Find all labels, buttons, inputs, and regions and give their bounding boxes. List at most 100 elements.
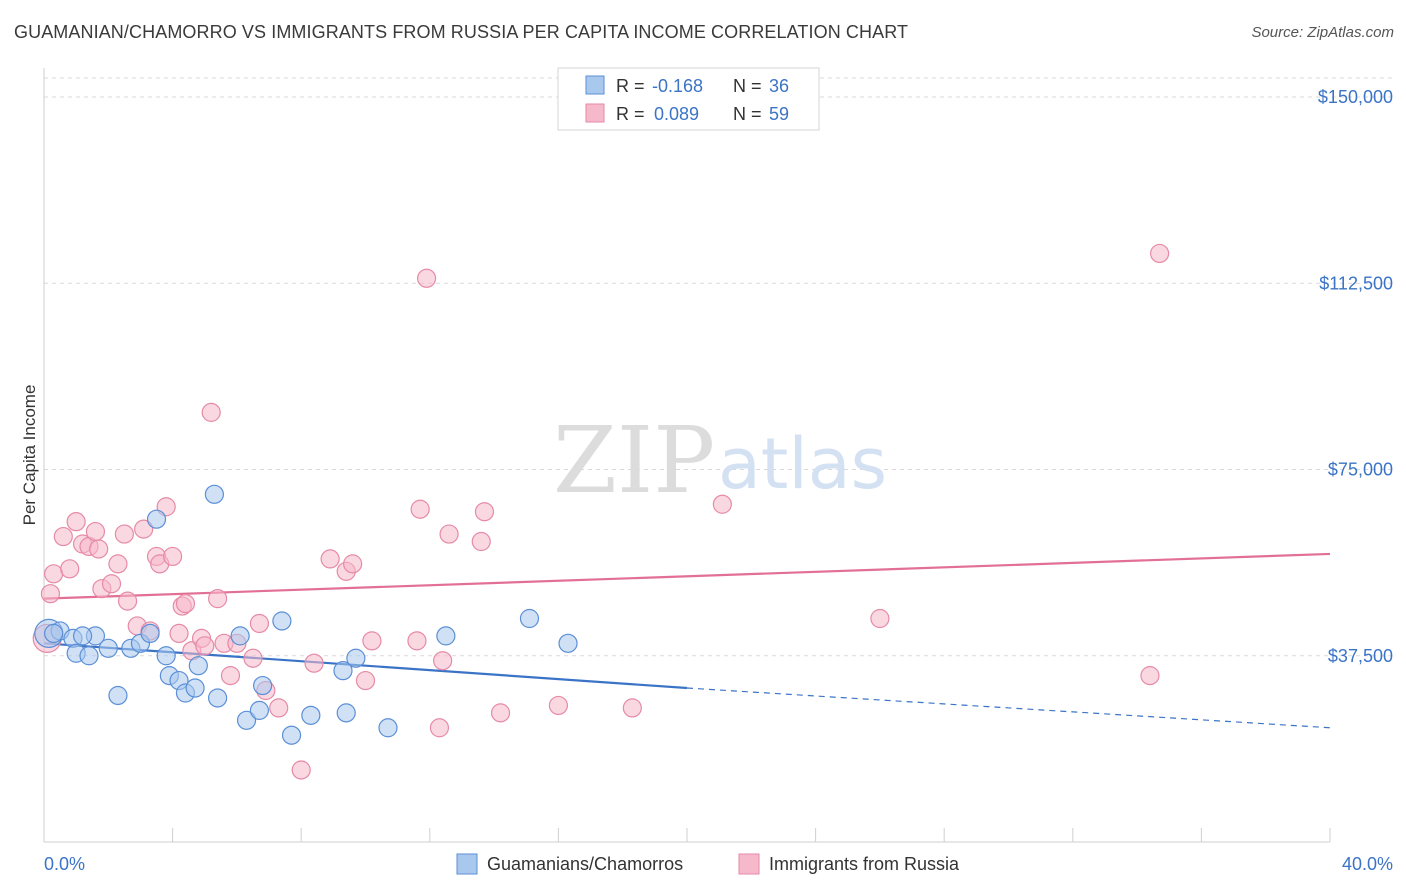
immigrants-from-russia-point-42 <box>355 670 376 691</box>
guamanians-chamorros-point-32 <box>519 608 540 629</box>
guamanians-chamorros-point-17 <box>188 656 208 676</box>
guamanians-chamorros-point-12 <box>156 646 176 666</box>
immigrants-from-russia-point-16 <box>134 519 154 539</box>
guamanians-chamorros-point-16 <box>185 678 205 698</box>
immigrants-from-russia-point-54 <box>622 698 642 718</box>
guamanians-chamorros-point-18 <box>204 484 224 504</box>
x-tick-label-0: 0.0% <box>44 854 85 874</box>
guamanians-chamorros-point-26 <box>301 705 321 725</box>
guamanians-chamorros-point-31 <box>436 626 456 646</box>
guamanians-chamorros-point-6 <box>98 638 118 658</box>
legend-top: R = -0.168 N = 36 R = 0.089 N = 59 <box>557 67 820 131</box>
legend-r-label-pink: R = <box>616 104 645 124</box>
immigrants-from-russia-point-50 <box>471 531 491 552</box>
legend-n-label-pink: N = <box>733 104 762 124</box>
immigrants-from-russia-point-36 <box>269 698 289 718</box>
immigrants-from-russia-point-24 <box>175 593 196 614</box>
guamanians-chamorros-point-30 <box>378 718 398 738</box>
guamanians-chamorros-point-24 <box>272 611 292 631</box>
guamanians-chamorros-point-35 <box>72 626 93 646</box>
immigrants-from-russia-point-11 <box>101 574 122 594</box>
immigrants-from-russia-point-41 <box>343 554 363 574</box>
immigrants-from-russia-point-57 <box>1140 666 1160 686</box>
y-axis-label: Per Capita Income <box>20 385 39 526</box>
axes <box>43 68 1331 843</box>
y-tick-labels: $37,500 $75,000 $112,500 $150,000 <box>1318 87 1393 666</box>
legend-bottom-label-pink: Immigrants from Russia <box>769 854 960 874</box>
immigrants-from-russia-point-9 <box>89 539 109 559</box>
trend-lines <box>43 552 1331 729</box>
guamanians-chamorros-point-34 <box>44 623 64 644</box>
immigrants-from-russia-point-12 <box>108 554 128 574</box>
guamanians-chamorros-point-11 <box>146 509 167 529</box>
immigrants-from-russia-point-38 <box>304 653 324 673</box>
guamanians-chamorros-point-7 <box>108 685 128 706</box>
guamanians-chamorros-point-28 <box>336 703 356 723</box>
legend-r-label-blue: R = <box>616 76 645 96</box>
immigrants-from-russia-point-3 <box>53 526 73 547</box>
legend-n-value-blue: 36 <box>769 76 789 96</box>
guamanians-chamorros-point-21 <box>236 710 257 730</box>
trend-line-guamanians-chamorros <box>43 642 688 690</box>
immigrants-from-russia-point-44 <box>407 631 427 651</box>
immigrants-from-russia-point-28 <box>201 402 221 422</box>
immigrants-from-russia-point-13 <box>114 524 134 544</box>
guamanians-chamorros-point-10 <box>140 623 160 644</box>
immigrants-from-russia-point-1 <box>40 584 61 604</box>
legend-bottom: Guamanians/Chamorros Immigrants from Rus… <box>456 853 960 875</box>
immigrants-from-russia-point-29 <box>208 589 228 609</box>
legend-n-label-blue: N = <box>733 76 762 96</box>
immigrants-from-russia-point-52 <box>490 703 511 723</box>
immigrants-from-russia-point-49 <box>439 524 459 544</box>
immigrants-from-russia-point-34 <box>249 613 270 634</box>
immigrants-from-russia-point-21 <box>163 546 183 567</box>
immigrants-from-russia-point-31 <box>220 666 241 686</box>
immigrants-from-russia-point-4 <box>60 559 80 579</box>
immigrants-from-russia-point-33 <box>243 648 263 668</box>
legend-bottom-swatch-blue <box>456 853 478 875</box>
immigrants-from-russia-point-45 <box>410 499 430 519</box>
chart-source: Source: ZipAtlas.com <box>1251 24 1394 41</box>
legend-r-value-pink: 0.089 <box>654 104 699 124</box>
immigrants-from-russia-point-56 <box>870 608 890 629</box>
immigrants-from-russia-point-2 <box>44 564 64 584</box>
series-guamanians-chamorros <box>34 484 578 745</box>
y-tick-label-3: $150,000 <box>1318 87 1393 107</box>
watermark: ZIP atlas <box>553 407 887 514</box>
immigrants-from-russia-point-47 <box>429 718 450 738</box>
legend-bottom-swatch-pink <box>738 853 760 875</box>
legend-swatch-pink <box>585 103 605 123</box>
immigrants-from-russia-point-53 <box>548 695 569 716</box>
y-tick-label-1: $75,000 <box>1328 460 1393 480</box>
immigrants-from-russia-point-5 <box>66 512 86 532</box>
immigrants-from-russia-point-43 <box>362 631 382 651</box>
guamanians-chamorros-point-23 <box>253 675 273 696</box>
legend-swatch-blue <box>585 75 605 95</box>
immigrants-from-russia-point-14 <box>117 591 138 611</box>
guamanians-chamorros-point-19 <box>208 688 228 708</box>
immigrants-from-russia-point-51 <box>474 502 495 522</box>
trend-line-guamanians-chamorros-extension <box>686 687 1331 729</box>
immigrants-from-russia-point-27 <box>195 636 215 656</box>
immigrants-from-russia-point-46 <box>416 268 437 288</box>
x-tick-label-1: 40.0% <box>1342 854 1393 874</box>
trend-line-immigrants-from-russia <box>43 552 1331 600</box>
guamanians-chamorros-point-22 <box>249 700 270 720</box>
immigrants-from-russia-point-39 <box>320 549 340 569</box>
guamanians-chamorros-point-25 <box>281 725 302 745</box>
legend-bottom-label-blue: Guamanians/Chamorros <box>487 854 683 874</box>
guamanians-chamorros-point-29 <box>346 648 366 668</box>
y-tick-label-0: $37,500 <box>1328 646 1393 666</box>
immigrants-from-russia-point-58 <box>1150 243 1170 264</box>
immigrants-from-russia-point-22 <box>169 623 189 644</box>
immigrants-from-russia-point-55 <box>712 494 732 514</box>
legend-n-value-pink: 59 <box>769 104 789 124</box>
guamanians-chamorros-point-27 <box>333 661 353 681</box>
y-tick-label-2: $112,500 <box>1319 273 1393 293</box>
guamanians-chamorros-point-4 <box>79 646 99 666</box>
guamanians-chamorros-point-20 <box>230 626 250 646</box>
chart-title: GUAMANIAN/CHAMORRO VS IMMIGRANTS FROM RU… <box>14 22 909 42</box>
immigrants-from-russia-point-48 <box>433 651 453 671</box>
legend-r-value-blue: -0.168 <box>652 76 703 96</box>
